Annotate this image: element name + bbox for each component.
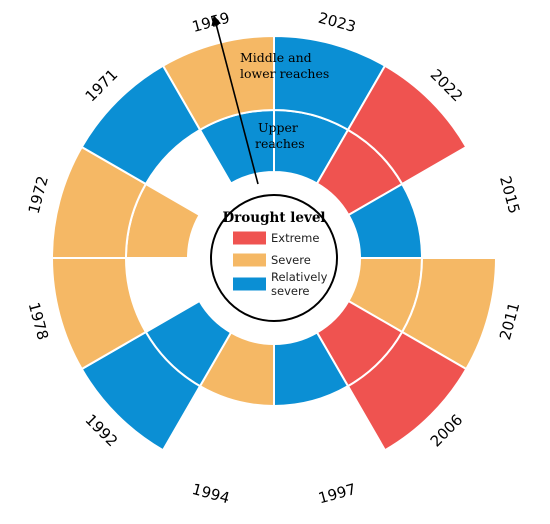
year-label-2011: 2011 xyxy=(496,300,523,342)
legend-swatch-relatively-severe xyxy=(233,277,266,291)
year-label-2022: 2022 xyxy=(427,66,467,106)
legend: Drought level Extreme Severe Relativelysev… xyxy=(210,194,338,322)
legend-label-extreme: Extreme xyxy=(271,231,319,245)
year-label-1994: 1994 xyxy=(190,480,232,507)
annotation-upper-line2: reaches xyxy=(255,136,305,151)
year-label-1997: 1997 xyxy=(316,480,358,507)
legend-title: Drought level xyxy=(222,210,325,226)
annotation-middle-lower-line1: Middle and xyxy=(240,50,312,65)
legend-swatch-extreme xyxy=(233,231,266,245)
wedge-middle-lower-1971 xyxy=(80,64,202,186)
year-label-1971: 1971 xyxy=(82,66,122,106)
year-label-1978: 1978 xyxy=(25,300,52,342)
legend-label-relatively-severe-line1: Relatively xyxy=(271,270,328,284)
annotation-middle-lower-line2: lower reaches xyxy=(240,66,329,81)
year-label-1972: 1972 xyxy=(25,174,52,216)
legend-swatch-severe xyxy=(233,253,266,267)
legend-label-severe: Severe xyxy=(271,253,311,267)
year-label-2023: 2023 xyxy=(316,9,358,36)
year-label-2015: 2015 xyxy=(496,174,523,216)
radial-arrow xyxy=(211,15,259,185)
year-label-2006: 2006 xyxy=(427,411,467,451)
annotation-upper-line1: Upper xyxy=(258,120,298,135)
legend-label-relatively-severe-line2: severe xyxy=(271,284,310,298)
wedge-middle-lower-2006 xyxy=(346,330,468,452)
year-label-1992: 1992 xyxy=(82,411,122,451)
year-label-1959: 1959 xyxy=(190,9,232,36)
wedges-layer xyxy=(50,34,498,452)
wedge-middle-lower-2022 xyxy=(346,64,468,186)
